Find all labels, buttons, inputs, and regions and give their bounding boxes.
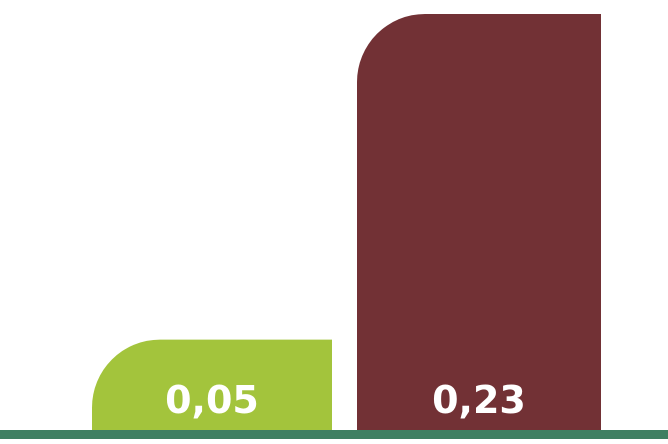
labels-layer: 0,05 0,23 bbox=[165, 378, 526, 422]
bar-value-label-2: 0,23 bbox=[432, 378, 526, 422]
baseline bbox=[0, 430, 668, 439]
bar-value-label-1: 0,05 bbox=[165, 378, 259, 422]
bar-2 bbox=[357, 14, 601, 430]
bars-layer bbox=[92, 14, 601, 430]
